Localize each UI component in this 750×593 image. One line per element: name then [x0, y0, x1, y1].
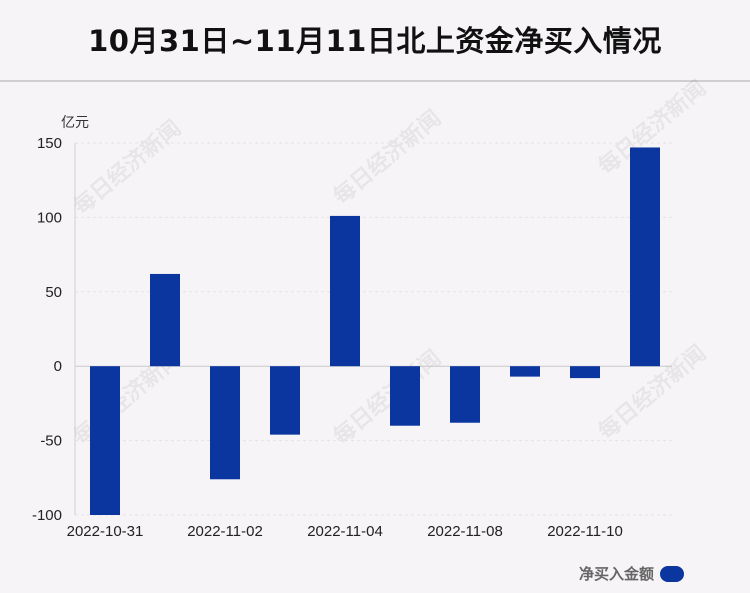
bar	[90, 366, 120, 515]
x-tick-label: 2022-11-10	[547, 523, 623, 540]
y-axis-unit-label: 亿元	[61, 115, 89, 131]
chart-title: 10月31日~11月11日北上资金净买入情况	[88, 24, 662, 58]
legend: 净买入金额	[579, 563, 684, 584]
x-tick-label: 2022-10-31	[67, 523, 144, 540]
bar	[570, 366, 600, 379]
y-tick-label: 0	[54, 358, 62, 375]
bar	[390, 366, 420, 426]
legend-label: 净买入金额	[578, 565, 654, 583]
y-tick-label: 100	[37, 209, 62, 226]
x-tick-label: 2022-11-02	[187, 523, 263, 540]
legend-swatch	[660, 565, 684, 582]
bar	[450, 366, 480, 423]
bar	[330, 215, 360, 367]
y-tick-label: 50	[45, 284, 62, 301]
bar	[630, 147, 660, 367]
bar	[270, 366, 300, 435]
header-divider	[0, 80, 750, 82]
bar	[150, 273, 180, 367]
chart-header: 10月31日~11月11日北上资金净买入情况	[0, 0, 750, 80]
bar	[210, 366, 240, 480]
x-tick-label: 2022-11-08	[427, 523, 503, 540]
y-tick-label: -50	[40, 433, 62, 450]
y-tick-label: -100	[32, 507, 62, 524]
x-tick-label: 2022-11-04	[307, 523, 383, 540]
bar	[510, 366, 540, 377]
y-tick-label: 150	[37, 135, 62, 152]
